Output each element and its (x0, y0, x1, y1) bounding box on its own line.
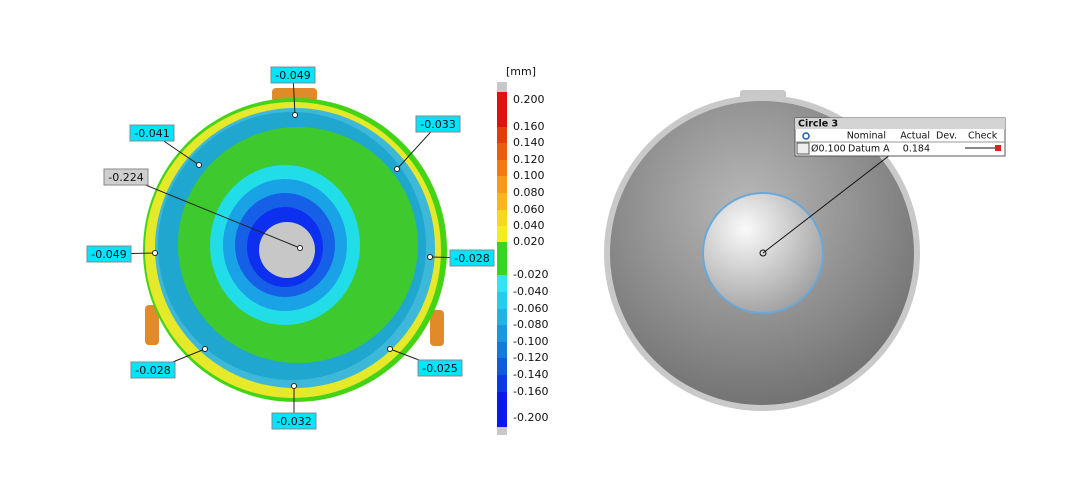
anchor (196, 162, 202, 168)
scale-band (497, 127, 507, 143)
scale-unit: [mm] (506, 65, 536, 78)
scale-band (497, 176, 507, 193)
callout-label: -0.224 (108, 171, 143, 184)
feature-table: Circle 3 Nominal Actual Dev. Check Ø0.10… (794, 117, 1006, 157)
anchor (291, 383, 297, 389)
scale-tick-label: -0.140 (513, 368, 548, 381)
scale-band (497, 418, 507, 427)
tab (430, 310, 444, 346)
anchor (297, 245, 303, 251)
scale-band (497, 375, 507, 392)
header: Check (968, 131, 998, 142)
tab (145, 305, 159, 345)
anchor (202, 346, 208, 352)
header: Actual (900, 131, 930, 142)
anchor (759, 249, 767, 257)
icon (802, 132, 810, 140)
callout-box (270, 66, 316, 84)
callout-label: -0.049 (275, 69, 310, 82)
scale-band (497, 92, 507, 100)
scale-tick-label: -0.020 (513, 268, 548, 281)
anchor (292, 112, 298, 118)
scale-band (497, 292, 507, 309)
callout-box (415, 115, 461, 133)
cell: Datum A (848, 144, 890, 155)
callout-box (129, 124, 175, 142)
callouts: -0.049 -0.033 -0.041 -0.224 -0.049 -0.028 -0.0… (86, 66, 495, 430)
check-marker (995, 145, 1001, 151)
scale-band (497, 210, 507, 226)
scale-tick-label: 0.100 (513, 169, 545, 182)
scale-band (497, 226, 507, 242)
anchor (387, 346, 393, 352)
color-scale: 0.200 0.160 0.140 0.120 0.100 0.080 0.060 0.040… (497, 82, 548, 435)
callout-label: -0.049 (91, 248, 126, 261)
callout-label: -0.028 (454, 252, 489, 265)
scale-tick-label: -0.100 (513, 335, 548, 348)
callout-label: -0.041 (134, 127, 169, 140)
deviation-map (143, 88, 447, 402)
scale-tick-label: 0.020 (513, 235, 545, 248)
scale-band (497, 358, 507, 375)
scale-tick-label: 0.200 (513, 93, 545, 106)
scale-band (497, 342, 507, 358)
scale-tick-label: 0.160 (513, 120, 545, 133)
scale-band (497, 242, 507, 275)
callout-box (271, 412, 317, 430)
scale-tick-label: -0.080 (513, 318, 548, 331)
scale-band (497, 160, 507, 176)
scale-tick-label: 0.040 (513, 219, 545, 232)
scale-band (497, 392, 507, 418)
callout-label: -0.025 (422, 362, 457, 375)
anchor (394, 166, 400, 172)
leader (125, 176, 301, 249)
callout-box (86, 245, 132, 263)
table-title-bar (795, 118, 1005, 129)
hole (259, 222, 315, 278)
table-title: Circle 3 (798, 119, 838, 130)
callout-box (417, 359, 463, 377)
scale-tick-label: -0.160 (513, 385, 548, 398)
callout-box (130, 361, 176, 379)
callout-label: -0.028 (135, 364, 170, 377)
callout-label: -0.033 (420, 118, 455, 131)
scale-tick-label: -0.040 (513, 285, 548, 298)
sphere-view (604, 90, 920, 411)
scale-gray (497, 427, 507, 435)
leader (762, 154, 891, 254)
scale-band (497, 325, 507, 342)
scale-band (497, 275, 507, 292)
scale-tick-label: -0.200 (513, 411, 548, 424)
scale-band (497, 309, 507, 325)
scale-band (497, 100, 507, 127)
scale-tick-label: 0.140 (513, 136, 545, 149)
scale-band (497, 143, 507, 160)
cell: Ø0.100 (811, 144, 846, 155)
scale-tick-label: 0.060 (513, 203, 545, 216)
anchor (427, 254, 433, 260)
header: Dev. (936, 131, 957, 142)
scale-tick-label: -0.060 (513, 302, 548, 315)
callout-box (103, 168, 149, 186)
scale-tick-label: 0.080 (513, 186, 545, 199)
scale-tick-label: -0.120 (513, 351, 548, 364)
callout-label: -0.032 (276, 415, 311, 428)
scale-gray (497, 82, 507, 92)
header: Nominal (847, 131, 886, 142)
callout-box (449, 249, 495, 267)
cell: 0.184 (903, 144, 930, 155)
icon (796, 142, 810, 155)
scale-band (497, 193, 507, 210)
scale-tick-label: 0.120 (513, 153, 545, 166)
anchor (152, 250, 158, 256)
